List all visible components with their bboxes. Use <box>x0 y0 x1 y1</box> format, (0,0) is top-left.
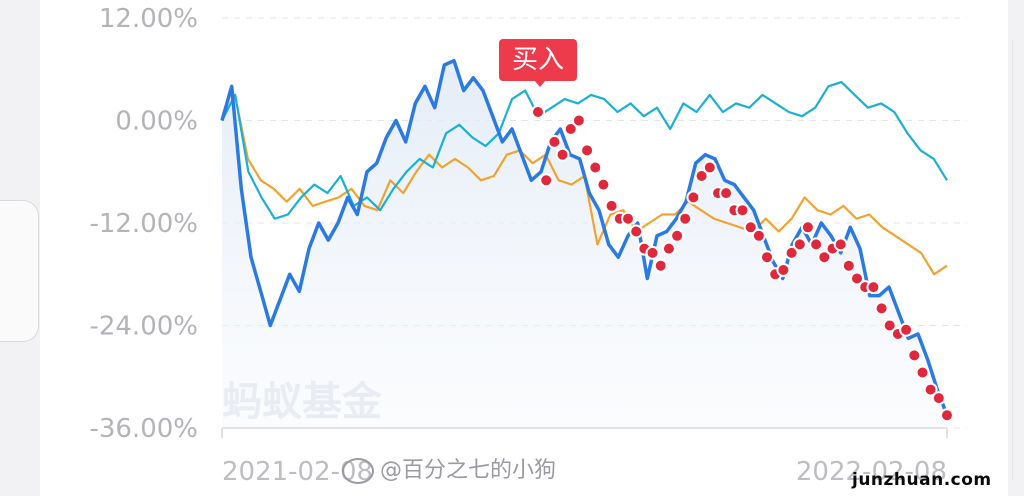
buy-marker <box>588 160 603 175</box>
buy-marker <box>580 143 595 158</box>
buy-marker <box>817 250 832 265</box>
y-tick-label: -24.00% <box>89 312 198 342</box>
buy-marker <box>547 134 562 149</box>
buy-marker <box>923 382 938 397</box>
buy-marker <box>743 220 758 235</box>
series-lines <box>220 58 949 416</box>
buy-marker <box>841 258 856 273</box>
buy-marker <box>539 173 554 188</box>
buy-marker <box>850 271 864 286</box>
area-fill <box>222 60 947 428</box>
watermark: 蚂蚁基金 <box>222 379 383 425</box>
buy-marker <box>686 190 701 205</box>
y-tick-label: 0.00% <box>115 107 198 137</box>
buy-marker <box>719 186 734 201</box>
buy-marker <box>809 237 824 252</box>
buy-marker <box>670 228 685 243</box>
buy-marker <box>629 224 644 239</box>
buy-marker <box>555 147 570 162</box>
buy-marker <box>776 263 791 277</box>
buy-marker <box>874 301 889 316</box>
buy-marker <box>621 211 635 226</box>
buy-marker <box>702 160 717 175</box>
buy-marker <box>678 211 693 226</box>
buy-marker <box>563 122 578 136</box>
buy-marker <box>735 203 750 218</box>
buy-marker <box>800 220 815 235</box>
buy-marker <box>760 250 774 265</box>
y-tick-label: -36.00% <box>89 414 198 444</box>
buy-badge-pointer <box>534 80 546 87</box>
buy-marker <box>604 198 619 213</box>
buy-marker <box>645 245 660 260</box>
buy-marker <box>907 348 922 363</box>
y-axis: 12.00% 0.00% -12.00% -24.00% -36.00% <box>89 4 198 444</box>
buy-marker <box>882 318 897 333</box>
weibo-icon <box>342 458 374 484</box>
buy-badge[interactable]: 买入 <box>499 39 577 81</box>
buy-marker <box>792 237 807 252</box>
series-line-1 <box>221 80 948 220</box>
buy-marker <box>661 241 676 256</box>
series-line-0 <box>220 58 949 416</box>
buy-marker <box>940 408 954 423</box>
x-tick-label: 2022-02-08 <box>796 457 947 487</box>
side-handle[interactable] <box>0 200 39 342</box>
y-tick-label: -12.00% <box>89 209 198 239</box>
scroll-track <box>1012 40 1013 480</box>
site-watermark: junzhuan.com <box>852 470 992 490</box>
x-axis: 2021-02-08 2022-02-08 <box>221 428 948 487</box>
buy-marker <box>931 391 946 406</box>
buy-marker <box>531 105 545 119</box>
buy-marker <box>784 245 799 260</box>
y-tick-label: 12.00% <box>99 4 198 34</box>
buy-marker <box>571 113 586 128</box>
right-scroll-area <box>1008 0 1024 496</box>
buy-marker <box>751 228 766 243</box>
buy-marker <box>915 365 930 380</box>
buy-marker <box>596 177 611 192</box>
buy-marker <box>866 280 881 295</box>
buy-marker <box>653 258 668 273</box>
weibo-watermark: @百分之七的小狗 <box>342 452 556 484</box>
buy-marker <box>694 169 709 183</box>
buy-markers <box>531 105 954 423</box>
buy-marker <box>899 322 914 337</box>
buy-marker <box>833 237 848 252</box>
